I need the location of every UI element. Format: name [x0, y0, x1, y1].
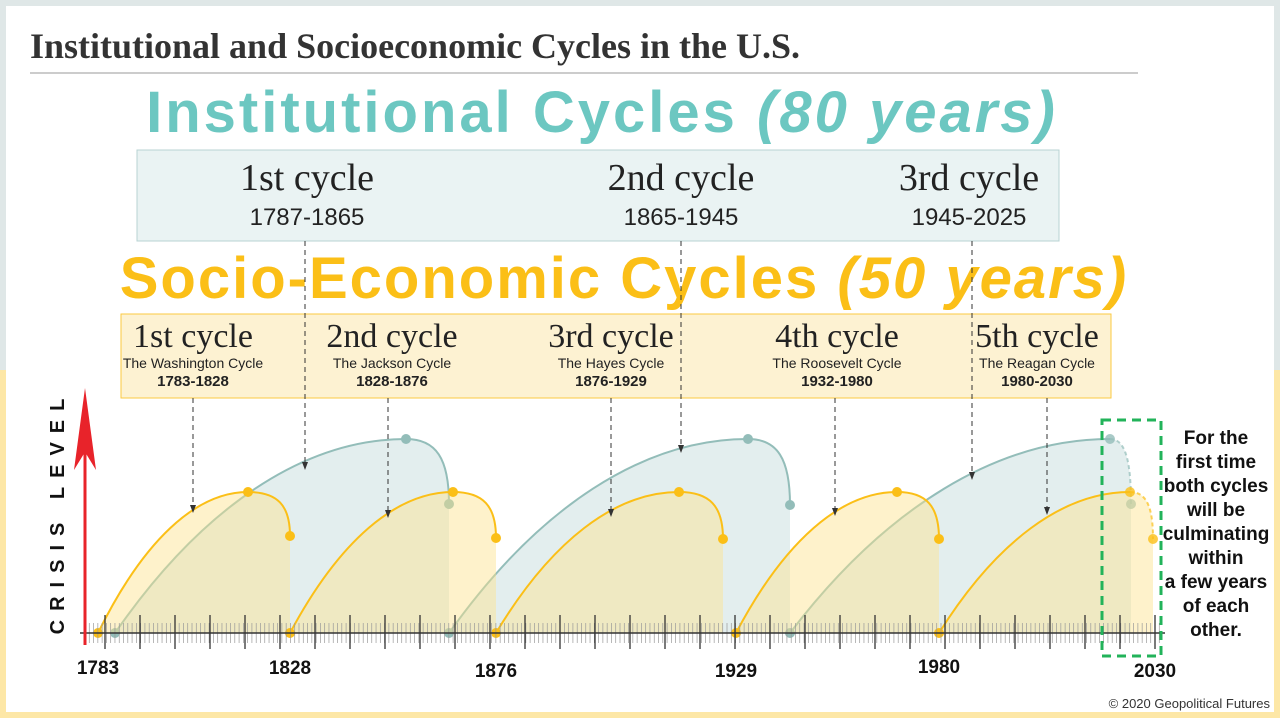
socioeconomic-cycle-area	[98, 492, 290, 633]
socioeconomic-cycle-years: 1828-1876	[356, 373, 428, 390]
socioeconomic-cycle-area	[290, 492, 496, 633]
socioeconomic-cycle-projection	[1129, 491, 1154, 540]
arrowhead-icon	[969, 472, 975, 480]
arrowhead-icon	[608, 509, 614, 517]
convergence-note-line: culminating	[1163, 524, 1270, 545]
arrowhead-icon	[385, 510, 391, 518]
copyright: © 2020 Geopolitical Futures	[1109, 696, 1271, 711]
socioeconomic-cycle-point	[285, 531, 295, 541]
institutional-cycle-label: 2nd cycle	[608, 157, 755, 199]
institutional-cycle-point	[401, 434, 411, 444]
institutional-cycle-years: 1945-2025	[912, 204, 1027, 231]
convergence-note-line: a few years	[1165, 572, 1267, 593]
socioeconomic-cycle-point	[491, 533, 501, 543]
socioeconomic-cycle-line	[495, 490, 724, 634]
year-label: 1783	[77, 658, 119, 679]
institutional-cycle-point	[1105, 434, 1115, 444]
institutional-cycle-label: 1st cycle	[240, 157, 374, 199]
institutional-cycle-line	[448, 437, 791, 634]
socioeconomic-cycle-point	[448, 487, 458, 497]
arrowhead-icon	[190, 505, 196, 513]
socioeconomic-heading: Socio-Economic Cycles (50 years)	[120, 246, 1129, 311]
convergence-note-line: of each	[1183, 596, 1250, 617]
socioeconomic-cycle-label: 4th cycle	[775, 318, 899, 355]
convergence-note-line: will be	[1186, 500, 1245, 521]
convergence-note-line: For the	[1184, 428, 1248, 449]
institutional-cycle-point	[743, 434, 753, 444]
arrowhead-icon	[302, 462, 308, 470]
institutional-cycle-area	[790, 439, 1131, 633]
socioeconomic-cycle-name: The Jackson Cycle	[333, 355, 451, 371]
socioeconomic-cycle-label: 2nd cycle	[326, 318, 457, 355]
socioeconomic-cycle-line	[735, 490, 940, 634]
socioeconomic-cycle-area	[939, 492, 1153, 633]
institutional-cycle-point	[444, 499, 454, 509]
socioeconomic-cycle-years: 1783-1828	[157, 373, 229, 390]
socioeconomic-cycle-point	[892, 487, 902, 497]
page-title: Institutional and Socioeconomic Cycles i…	[30, 26, 800, 66]
socioeconomic-cycle-label: 5th cycle	[975, 318, 1099, 355]
year-label: 1828	[269, 658, 311, 679]
socioeconomic-cycle-area	[736, 492, 939, 633]
socioeconomic-cycle-years: 1932-1980	[801, 373, 873, 390]
socioeconomic-cycle-area	[496, 492, 723, 633]
year-label: 1876	[475, 661, 517, 682]
institutional-box	[136, 149, 1060, 242]
socioeconomic-cycle-label: 3rd cycle	[548, 318, 674, 355]
institutional-cycle-line	[789, 438, 1111, 634]
socioeconomic-cycle-line	[938, 491, 1131, 634]
crisis-arrow-icon	[74, 388, 96, 645]
year-label: 1929	[715, 661, 757, 682]
socioeconomic-box	[120, 313, 1112, 399]
socioeconomic-cycle-name: The Hayes Cycle	[558, 355, 665, 371]
socioeconomic-cycle-name: The Roosevelt Cycle	[772, 355, 901, 371]
convergence-highlight	[1100, 418, 1163, 658]
institutional-cycle-years: 1865-1945	[624, 204, 739, 231]
socioeconomic-cycle-years: 1876-1929	[575, 373, 647, 390]
socioeconomic-cycle-line	[289, 490, 497, 634]
socioeconomic-cycle-name: The Reagan Cycle	[979, 355, 1095, 371]
convergence-note-line: both cycles	[1164, 476, 1269, 497]
institutional-cycle-line	[114, 437, 450, 634]
socioeconomic-cycle-label: 1st cycle	[133, 318, 253, 355]
institutional-cycle-point	[1126, 499, 1136, 509]
socioeconomic-cycle-point	[674, 487, 684, 497]
y-axis-label: CRISIS LEVEL	[47, 390, 69, 635]
socioeconomic-cycle-point	[718, 534, 728, 544]
socioeconomic-cycle-years: 1980-2030	[1001, 373, 1073, 390]
year-label: 2030	[1134, 661, 1176, 682]
socioeconomic-cycle-point	[243, 487, 253, 497]
arrowhead-icon	[832, 508, 838, 516]
institutional-cycle-label: 3rd cycle	[899, 157, 1039, 199]
institutional-cycle-area	[115, 439, 449, 633]
socioeconomic-cycle-name: The Washington Cycle	[123, 355, 264, 371]
convergence-note-line: other.	[1190, 620, 1242, 641]
institutional-cycle-area	[449, 439, 790, 633]
arrowhead-icon	[1044, 507, 1050, 515]
institutional-heading: Institutional Cycles (80 years)	[146, 80, 1058, 145]
socioeconomic-cycle-point	[1125, 487, 1135, 497]
socioeconomic-cycle-point	[1148, 534, 1158, 544]
socioeconomic-cycle-line	[97, 490, 291, 634]
year-label: 1980	[918, 657, 960, 678]
institutional-cycle-point	[785, 500, 795, 510]
convergence-note-line: within	[1188, 548, 1244, 569]
institutional-cycle-years: 1787-1865	[250, 204, 365, 231]
arrowhead-icon	[678, 445, 684, 453]
socioeconomic-cycle-point	[934, 534, 944, 544]
convergence-note-line: first time	[1176, 452, 1256, 473]
